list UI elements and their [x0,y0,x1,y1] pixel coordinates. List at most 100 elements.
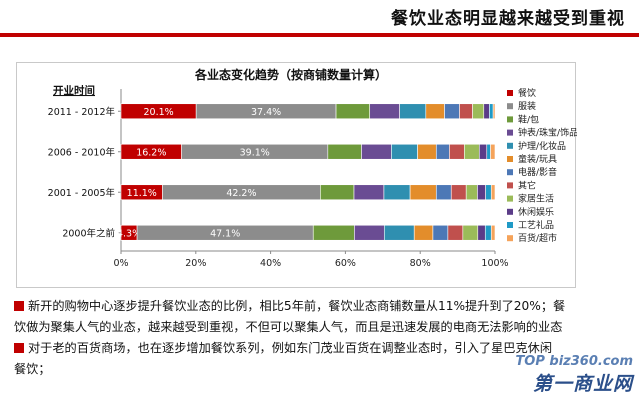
data-label: 42.2% [226,188,256,199]
legend-label: 其它 [518,179,536,191]
legend-label: 鞋/包 [518,113,539,125]
bullet-text: 对于老的百货商场，也在逐步增加餐饮系列，例如东门茂业百货在调整业态时，引入了星巴… [28,341,553,355]
data-label: 4.3% [117,228,141,239]
bullet-line: 饮做为聚集人气的业态，越来越受到重视，不但可以聚集人气，而且是迅速发展的电商无法… [14,317,624,338]
bullet-list: 新开的购物中心逐步提升餐饮业态的比例，相比5年前，餐饮业态商铺数量从11%提升到… [14,296,624,380]
legend-swatch [507,156,513,162]
bar-segment [383,224,415,241]
bar-segment [447,224,464,241]
bullet-square-icon [14,301,24,311]
data-label: 16.2% [136,147,166,158]
slide-title: 餐饮业态明显越来越受到重视 [391,9,625,29]
bar-segment [353,184,385,201]
legend-label: 家居生活 [518,193,554,205]
legend-label: 钟表/珠宝/饰品 [518,127,577,139]
bar-segment [435,143,450,160]
data-label: 37.4% [251,107,281,118]
watermark: TOP biz360.com 第一商业网 [515,354,633,396]
legend-swatch [507,129,513,136]
x-tick-label: 60% [335,258,356,269]
legend-label: 电器/影音 [518,166,557,178]
bar-segment [320,184,355,201]
bar-segment [489,103,494,120]
title-rule [0,33,639,37]
bar-segment [478,143,488,160]
bar-segment [483,103,490,120]
watermark-brand: 第一商业网 [532,373,633,395]
legend-swatch [507,195,513,202]
bar-segment [486,143,491,160]
bar-segment [327,143,362,160]
y-axis-label: 开业时间 [53,84,95,97]
bar-segment [477,184,486,201]
data-label: 47.1% [210,228,240,239]
bar-segment [399,103,427,120]
data-label: 20.1% [143,107,173,118]
x-tick-label: 100% [481,258,508,269]
legend-label: 童装/玩具 [518,153,557,165]
bar-segment [409,184,437,201]
bar-segment [484,224,492,241]
category-label: 2006 - 2010年 [48,146,116,158]
bar-segment [361,143,392,160]
bar-segment [335,103,371,120]
x-tick-label: 40% [260,258,281,269]
bar-segment [485,184,492,201]
legend-label: 餐饮 [518,87,536,99]
bar-segment [464,143,480,160]
legend-label: 百货/超市 [518,232,557,244]
legend-swatch [507,235,513,242]
bar-segment [383,184,411,201]
data-label: 11.1% [127,188,157,199]
bar-segment [490,143,496,160]
legend-swatch [507,182,513,189]
bar-segment [477,224,486,241]
bullet-text: 新开的购物中心逐步提升餐饮业态的比例，相比5年前，餐饮业态商铺数量从11%提升到… [28,299,566,313]
bullet-line: 新开的购物中心逐步提升餐饮业态的比例，相比5年前，餐饮业态商铺数量从11%提升到… [14,296,624,317]
legend-swatch [507,142,513,149]
x-tick-label: 80% [410,258,431,269]
chart-title: 各业态变化趋势（按商铺数量计算） [194,67,387,82]
bar-segment [369,103,400,120]
bullet-text: 饮做为聚集人气的业态，越来越受到重视，不但可以聚集人气，而且是迅速发展的电商无法… [14,320,563,334]
bar-segment [492,103,496,120]
watermark-url: TOP biz360.com [515,354,633,369]
legend-swatch [507,222,513,228]
bar-segment [465,184,478,201]
legend-swatch [507,169,513,176]
bar-segment [413,224,434,241]
x-tick-label: 20% [185,258,206,269]
bar-segment [472,103,485,120]
category-label: 2011 - 2012年 [48,106,116,118]
data-label: 39.1% [240,147,270,158]
bar-segment [490,184,496,201]
bar-segment [449,143,465,160]
category-label: 2001 - 2005年 [48,187,116,199]
bar-segment [391,143,418,160]
bar-segment [432,224,449,241]
bullet-text: 餐饮； [14,362,51,376]
legend-swatch [507,90,513,96]
legend-swatch [507,103,513,110]
x-tick-label: 0% [113,258,128,269]
category-label: 2000年之前 [62,227,115,239]
bar-segment [490,224,496,241]
bar-segment [417,143,437,160]
bar-segment [354,224,385,241]
bullet-line: 对于老的百货商场，也在逐步增加餐饮系列，例如东门茂业百货在调整业态时，引入了星巴… [14,338,624,359]
legend-label: 护理/化妆品 [518,140,566,152]
bar-segment [462,224,479,241]
legend-swatch [507,116,513,123]
chart: 各业态变化趋势（按商铺数量计算） 开业时间 0% 20% 40% 60% 80% 100% 20… [48,67,577,269]
bar-segment [450,184,467,201]
bar-segment [444,103,460,120]
bullet-square-icon [14,343,24,353]
legend-label: 休闲娱乐 [518,206,554,218]
legend-swatch [507,208,513,215]
bar-segment [459,103,473,120]
legend-label: 服装 [518,100,536,112]
bar-segment [435,184,452,201]
legend-label: 工艺礼品 [518,219,554,231]
bar-segment [312,224,355,241]
chart-frame: 各业态变化趋势（按商铺数量计算） 开业时间 0% 20% 40% 60% 80% 100% 20… [16,62,577,288]
